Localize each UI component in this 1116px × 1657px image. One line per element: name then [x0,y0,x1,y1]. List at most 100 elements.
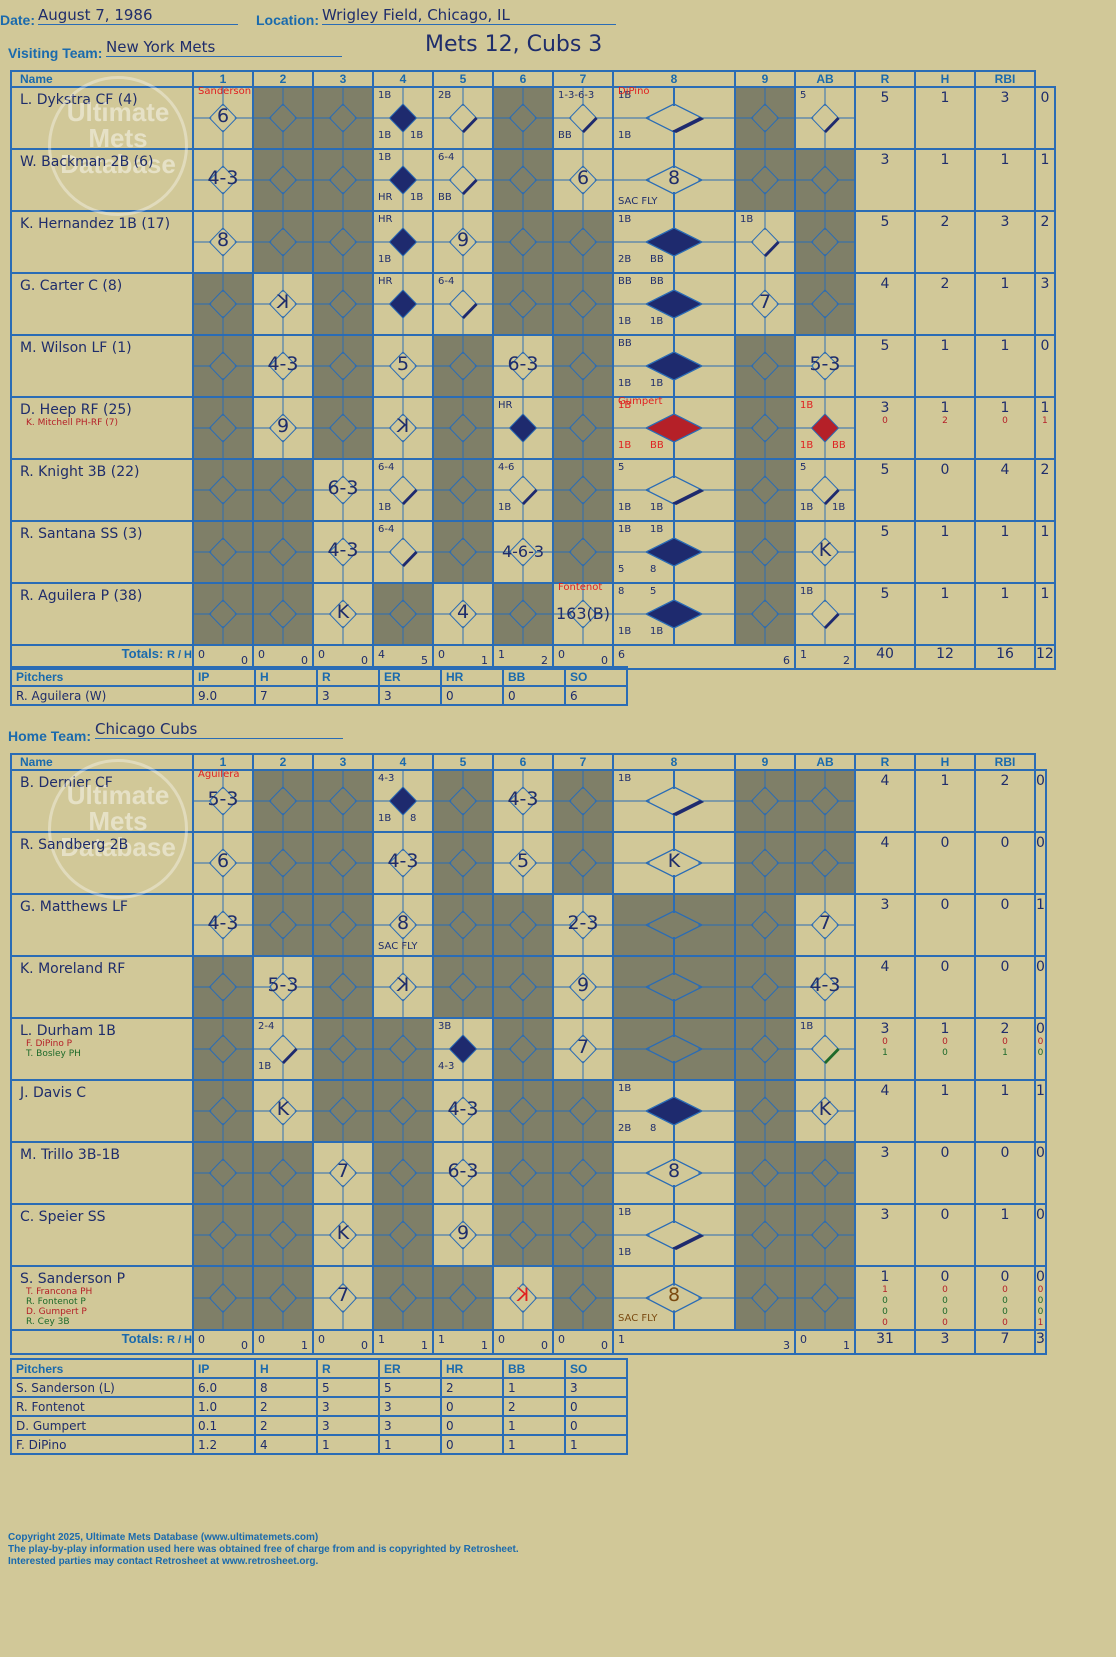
play-cell: 6-4 [372,520,434,584]
base-diamond [508,910,538,940]
base-diamond [810,227,840,257]
diamond [554,895,612,955]
diamond [736,584,794,644]
play-cell [492,582,554,646]
diamond [374,833,432,893]
inning-hits: 6 [783,654,790,667]
batter-stat-h: 0 [1000,1145,1010,1161]
pitcher-stat: 1 [502,1415,566,1436]
inning-runs: 0 [800,1333,807,1346]
batter-stat-rbi: 1 [1040,400,1050,416]
play-result: 2-3 [567,912,599,934]
play-cell: 1B 1B [612,1203,736,1267]
hit-path [671,1233,705,1251]
play-note: 1B [800,502,814,513]
score-title: Mets 12, Cubs 3 [425,32,603,57]
base-diamond [208,848,238,878]
base-diamond [750,289,780,319]
batter-stat-h: 4 [1000,462,1010,478]
base-diamond [508,475,538,505]
batter-stat-ab: 4 [880,276,890,292]
base-diamond [448,1220,478,1250]
play-result: K [818,539,832,561]
play-cell [492,1141,554,1205]
diamond [374,460,432,520]
hit-path [401,550,418,568]
batter-row: G. Matthews LF 4-3 8 SAC FLY 2-3 7 3 0 0 1 [10,893,1047,957]
diamond [736,398,794,458]
diamond [554,336,612,396]
diamond [254,1143,312,1203]
base-diamond [388,1158,418,1188]
diamond [796,833,854,893]
play-cell: 1-3-6-3 BB [552,86,614,150]
diamond [314,771,372,831]
base-diamond [644,351,704,381]
base-diamond [508,165,538,195]
play-cell [794,148,856,212]
base-diamond [810,165,840,195]
play-note: 2-4 [258,1021,275,1032]
play-cell [612,893,736,957]
diamond [434,771,492,831]
diamond [314,1019,372,1079]
play-cell [192,582,254,646]
play-cell: 6-3 [492,334,554,398]
inning-runs: 4 [378,648,385,661]
pitcher-header: IP [192,666,256,687]
play-cell [252,769,314,833]
stat-cell: 4 [854,831,916,895]
base-diamond [328,351,358,381]
play-cell [432,396,494,460]
substitute-stat: 0 [1002,1296,1008,1306]
inning-header: 1 [192,70,254,88]
play-note: 1B [618,440,632,451]
substitute-stat: 0 [882,1296,888,1306]
stat-cell: 5 [854,520,916,584]
play-note: SAC FLY [618,196,658,207]
base-diamond [508,289,538,319]
play-cell [252,520,314,584]
diamond [554,771,612,831]
batter-stat-rbi: 0 [1040,338,1050,354]
batter-stat-r: 0 [940,1207,950,1223]
pitcher-stat: 6.0 [192,1377,256,1398]
inning-runs: 6 [618,648,625,661]
play-note: 1B [410,192,424,203]
play-cell: BB 1B 1B BB [612,272,736,336]
play-note: 8 [410,813,417,824]
diamond [374,398,432,458]
substitute-stat: 0 [1002,1285,1008,1295]
play-note: BB [650,276,664,287]
play-cell: 9 [252,396,314,460]
diamond [434,895,492,955]
diamond [494,522,552,582]
play-cell [312,272,374,336]
batter-stat-ab: 5 [880,462,890,478]
watermark-text: Ultimate [66,97,170,127]
base-diamond [810,1282,840,1314]
play-cell: 1B 2B 8 [612,1079,736,1143]
diamond [494,1143,552,1203]
diamond [736,1143,794,1203]
diamond [796,336,854,396]
play-cell [312,893,374,957]
play-cell [432,831,494,895]
substitute-stat: 0 [942,1285,948,1295]
play-cell [432,769,494,833]
play-cell [734,520,796,584]
substitute-stat: 0 [942,1318,948,1328]
play-cell [794,1141,856,1205]
totals-rh-label: R / H [166,649,192,661]
play-cell [372,1203,434,1267]
play-cell [312,396,374,460]
base-diamond [388,910,418,940]
pitcher-stat: 0 [564,1396,628,1417]
play-cell [312,1079,374,1143]
play-result: 4-3 [387,850,419,872]
play-cell: 3B 4-3 [432,1017,494,1081]
play-note: 1B [618,400,632,411]
totals-rh-label: R / H [166,1334,192,1346]
